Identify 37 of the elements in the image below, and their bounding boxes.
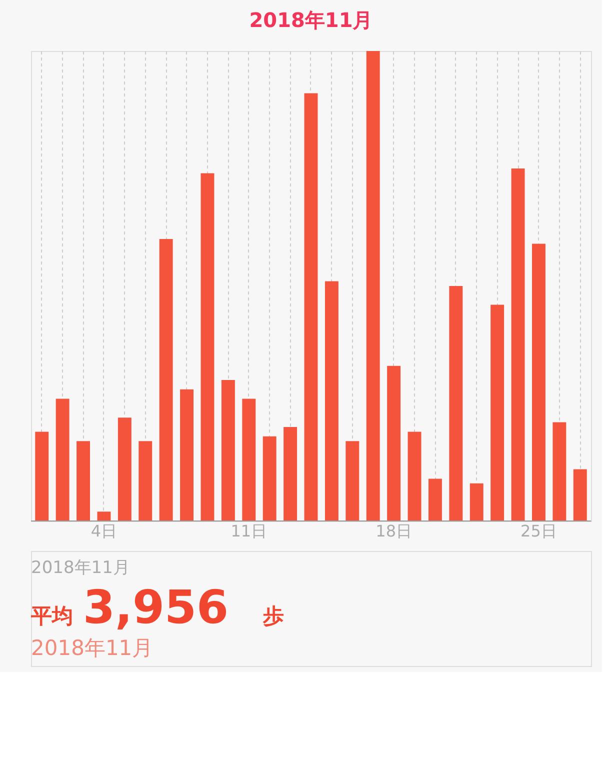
bar xyxy=(511,168,525,521)
bar xyxy=(221,380,235,521)
bar xyxy=(387,366,401,521)
bar xyxy=(97,512,111,521)
bar xyxy=(366,51,380,521)
bar xyxy=(56,398,70,521)
bar xyxy=(76,441,90,521)
bar xyxy=(159,239,173,521)
bar xyxy=(490,304,504,521)
chart-title: 2018年11月 xyxy=(249,8,373,32)
x-tick-label: 4日 xyxy=(90,522,118,540)
bar xyxy=(284,427,298,521)
bar xyxy=(532,244,546,521)
bar xyxy=(552,422,566,521)
bar xyxy=(118,418,132,521)
x-tick-label: 25日 xyxy=(520,522,557,540)
x-tick-label: 11日 xyxy=(230,522,268,540)
bar xyxy=(138,441,152,521)
text: 3,956 xyxy=(83,580,229,634)
x-tick-label: 18日 xyxy=(376,522,412,540)
bar xyxy=(242,398,256,521)
bar xyxy=(408,432,422,521)
text: 2018年11月 xyxy=(31,636,154,660)
bar xyxy=(428,478,442,521)
bar xyxy=(573,469,587,521)
bar xyxy=(470,483,484,521)
bar xyxy=(304,93,318,521)
bar xyxy=(449,286,463,521)
text: 平均 xyxy=(30,604,73,628)
bar xyxy=(200,173,214,521)
bar xyxy=(262,436,276,521)
text: 2018年11月 xyxy=(31,558,130,578)
bar xyxy=(180,389,194,521)
bar xyxy=(35,432,49,521)
bar xyxy=(346,441,360,521)
bar xyxy=(324,281,338,521)
text: 歩 xyxy=(262,604,284,628)
